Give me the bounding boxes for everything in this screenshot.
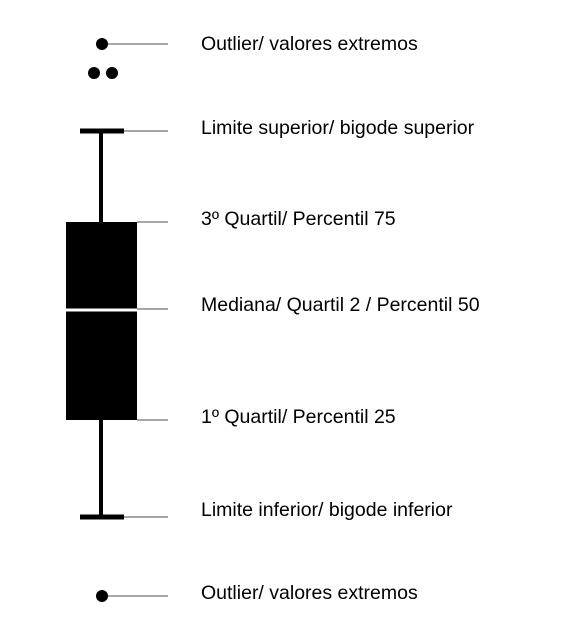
outlier-dot-top — [96, 38, 108, 50]
label-q1: 1º Quartil/ Percentil 25 — [201, 406, 396, 428]
label-lower-whisker: Limite inferior/ bigode inferior — [201, 499, 452, 521]
label-outlier-bottom: Outlier/ valores extremos — [201, 582, 418, 604]
label-upper-whisker: Limite superior/ bigode superior — [201, 117, 474, 139]
outlier-dot-bottom — [96, 590, 108, 602]
label-median: Mediana/ Quartil 2 / Percentil 50 — [201, 294, 480, 316]
interquartile-box — [66, 222, 137, 420]
outlier-dot-top-left — [88, 67, 100, 79]
outlier-dot-top-right — [106, 67, 118, 79]
label-outlier-top: Outlier/ valores extremos — [201, 33, 418, 55]
label-q3: 3º Quartil/ Percentil 75 — [201, 208, 396, 230]
